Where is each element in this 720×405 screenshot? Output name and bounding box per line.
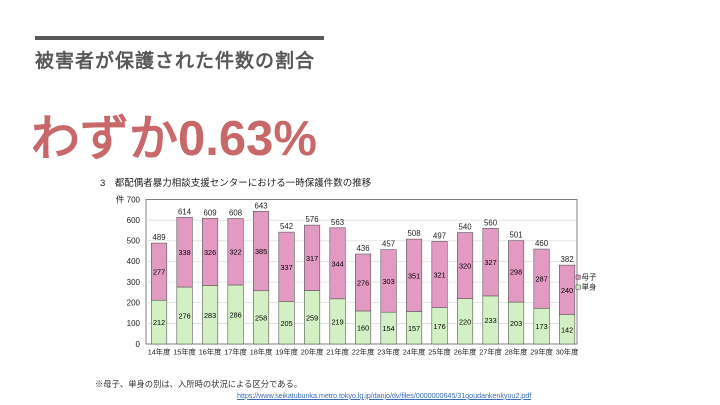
svg-text:24年度: 24年度 <box>403 348 426 357</box>
svg-text:385: 385 <box>255 247 267 256</box>
svg-text:21年度: 21年度 <box>326 348 349 357</box>
svg-text:351: 351 <box>408 271 420 280</box>
svg-text:16年度: 16年度 <box>199 348 222 357</box>
svg-text:154: 154 <box>382 324 394 333</box>
svg-text:142: 142 <box>561 325 573 334</box>
svg-text:219: 219 <box>331 317 343 326</box>
svg-text:173: 173 <box>535 322 547 331</box>
svg-text:501: 501 <box>510 231 523 240</box>
svg-text:320: 320 <box>459 262 471 271</box>
svg-text:286: 286 <box>229 310 241 319</box>
svg-text:322: 322 <box>229 248 241 257</box>
svg-text:17年度: 17年度 <box>224 348 247 357</box>
svg-text:30年度: 30年度 <box>556 348 579 357</box>
svg-text:27年度: 27年度 <box>479 348 502 357</box>
svg-text:157: 157 <box>408 324 420 333</box>
svg-text:23年度: 23年度 <box>377 348 400 357</box>
svg-text:614: 614 <box>178 207 192 216</box>
svg-text:563: 563 <box>331 218 344 227</box>
svg-text:337: 337 <box>280 263 292 272</box>
svg-text:460: 460 <box>535 239 549 248</box>
svg-text:338: 338 <box>178 248 190 257</box>
svg-text:20年度: 20年度 <box>301 348 324 357</box>
svg-text:22年度: 22年度 <box>352 348 375 357</box>
svg-text:14年度: 14年度 <box>148 348 171 357</box>
svg-text:176: 176 <box>433 322 445 331</box>
svg-text:382: 382 <box>561 255 574 264</box>
svg-text:母子: 母子 <box>582 272 597 281</box>
svg-text:件: 件 <box>116 195 125 205</box>
svg-text:609: 609 <box>204 208 217 217</box>
svg-text:457: 457 <box>382 240 395 249</box>
svg-text:160: 160 <box>357 323 369 332</box>
svg-text:276: 276 <box>178 312 190 321</box>
svg-text:576: 576 <box>306 215 319 224</box>
svg-text:200: 200 <box>127 299 141 308</box>
svg-text:500: 500 <box>127 237 141 246</box>
svg-text:283: 283 <box>204 311 216 320</box>
svg-text:29年度: 29年度 <box>530 348 553 357</box>
svg-text:220: 220 <box>459 317 471 326</box>
svg-text:643: 643 <box>255 201 268 210</box>
svg-text:276: 276 <box>357 278 369 287</box>
svg-text:259: 259 <box>306 313 318 322</box>
svg-text:277: 277 <box>153 268 165 277</box>
svg-text:26年度: 26年度 <box>454 348 477 357</box>
svg-text:298: 298 <box>510 267 522 276</box>
svg-text:0: 0 <box>136 340 141 349</box>
svg-text:317: 317 <box>306 254 318 263</box>
svg-text:700: 700 <box>127 195 141 204</box>
svg-text:287: 287 <box>535 275 547 284</box>
svg-text:単身: 単身 <box>582 281 597 291</box>
svg-text:18年度: 18年度 <box>250 348 273 357</box>
svg-text:560: 560 <box>484 218 498 227</box>
svg-text:233: 233 <box>484 316 496 325</box>
svg-text:203: 203 <box>510 319 522 328</box>
svg-text:19年度: 19年度 <box>275 348 298 357</box>
svg-text:300: 300 <box>127 278 141 287</box>
svg-text:608: 608 <box>229 208 242 217</box>
svg-text:344: 344 <box>331 259 343 268</box>
svg-text:212: 212 <box>153 318 165 327</box>
svg-text:205: 205 <box>280 319 292 328</box>
svg-text:436: 436 <box>357 244 370 253</box>
svg-text:508: 508 <box>408 229 421 238</box>
svg-text:258: 258 <box>255 313 267 322</box>
svg-text:400: 400 <box>127 257 141 266</box>
svg-text:327: 327 <box>484 258 496 267</box>
svg-text:540: 540 <box>459 223 473 232</box>
svg-text:28年度: 28年度 <box>505 348 528 357</box>
svg-text:321: 321 <box>433 271 445 280</box>
svg-text:600: 600 <box>127 216 141 225</box>
svg-text:326: 326 <box>204 248 216 257</box>
svg-text:100: 100 <box>127 319 141 328</box>
svg-text:303: 303 <box>382 277 394 286</box>
svg-text:25年度: 25年度 <box>428 348 451 357</box>
svg-text:240: 240 <box>561 286 573 295</box>
svg-text:15年度: 15年度 <box>173 348 196 357</box>
svg-text:497: 497 <box>433 231 446 240</box>
svg-text:489: 489 <box>153 233 166 242</box>
svg-text:542: 542 <box>280 222 293 231</box>
